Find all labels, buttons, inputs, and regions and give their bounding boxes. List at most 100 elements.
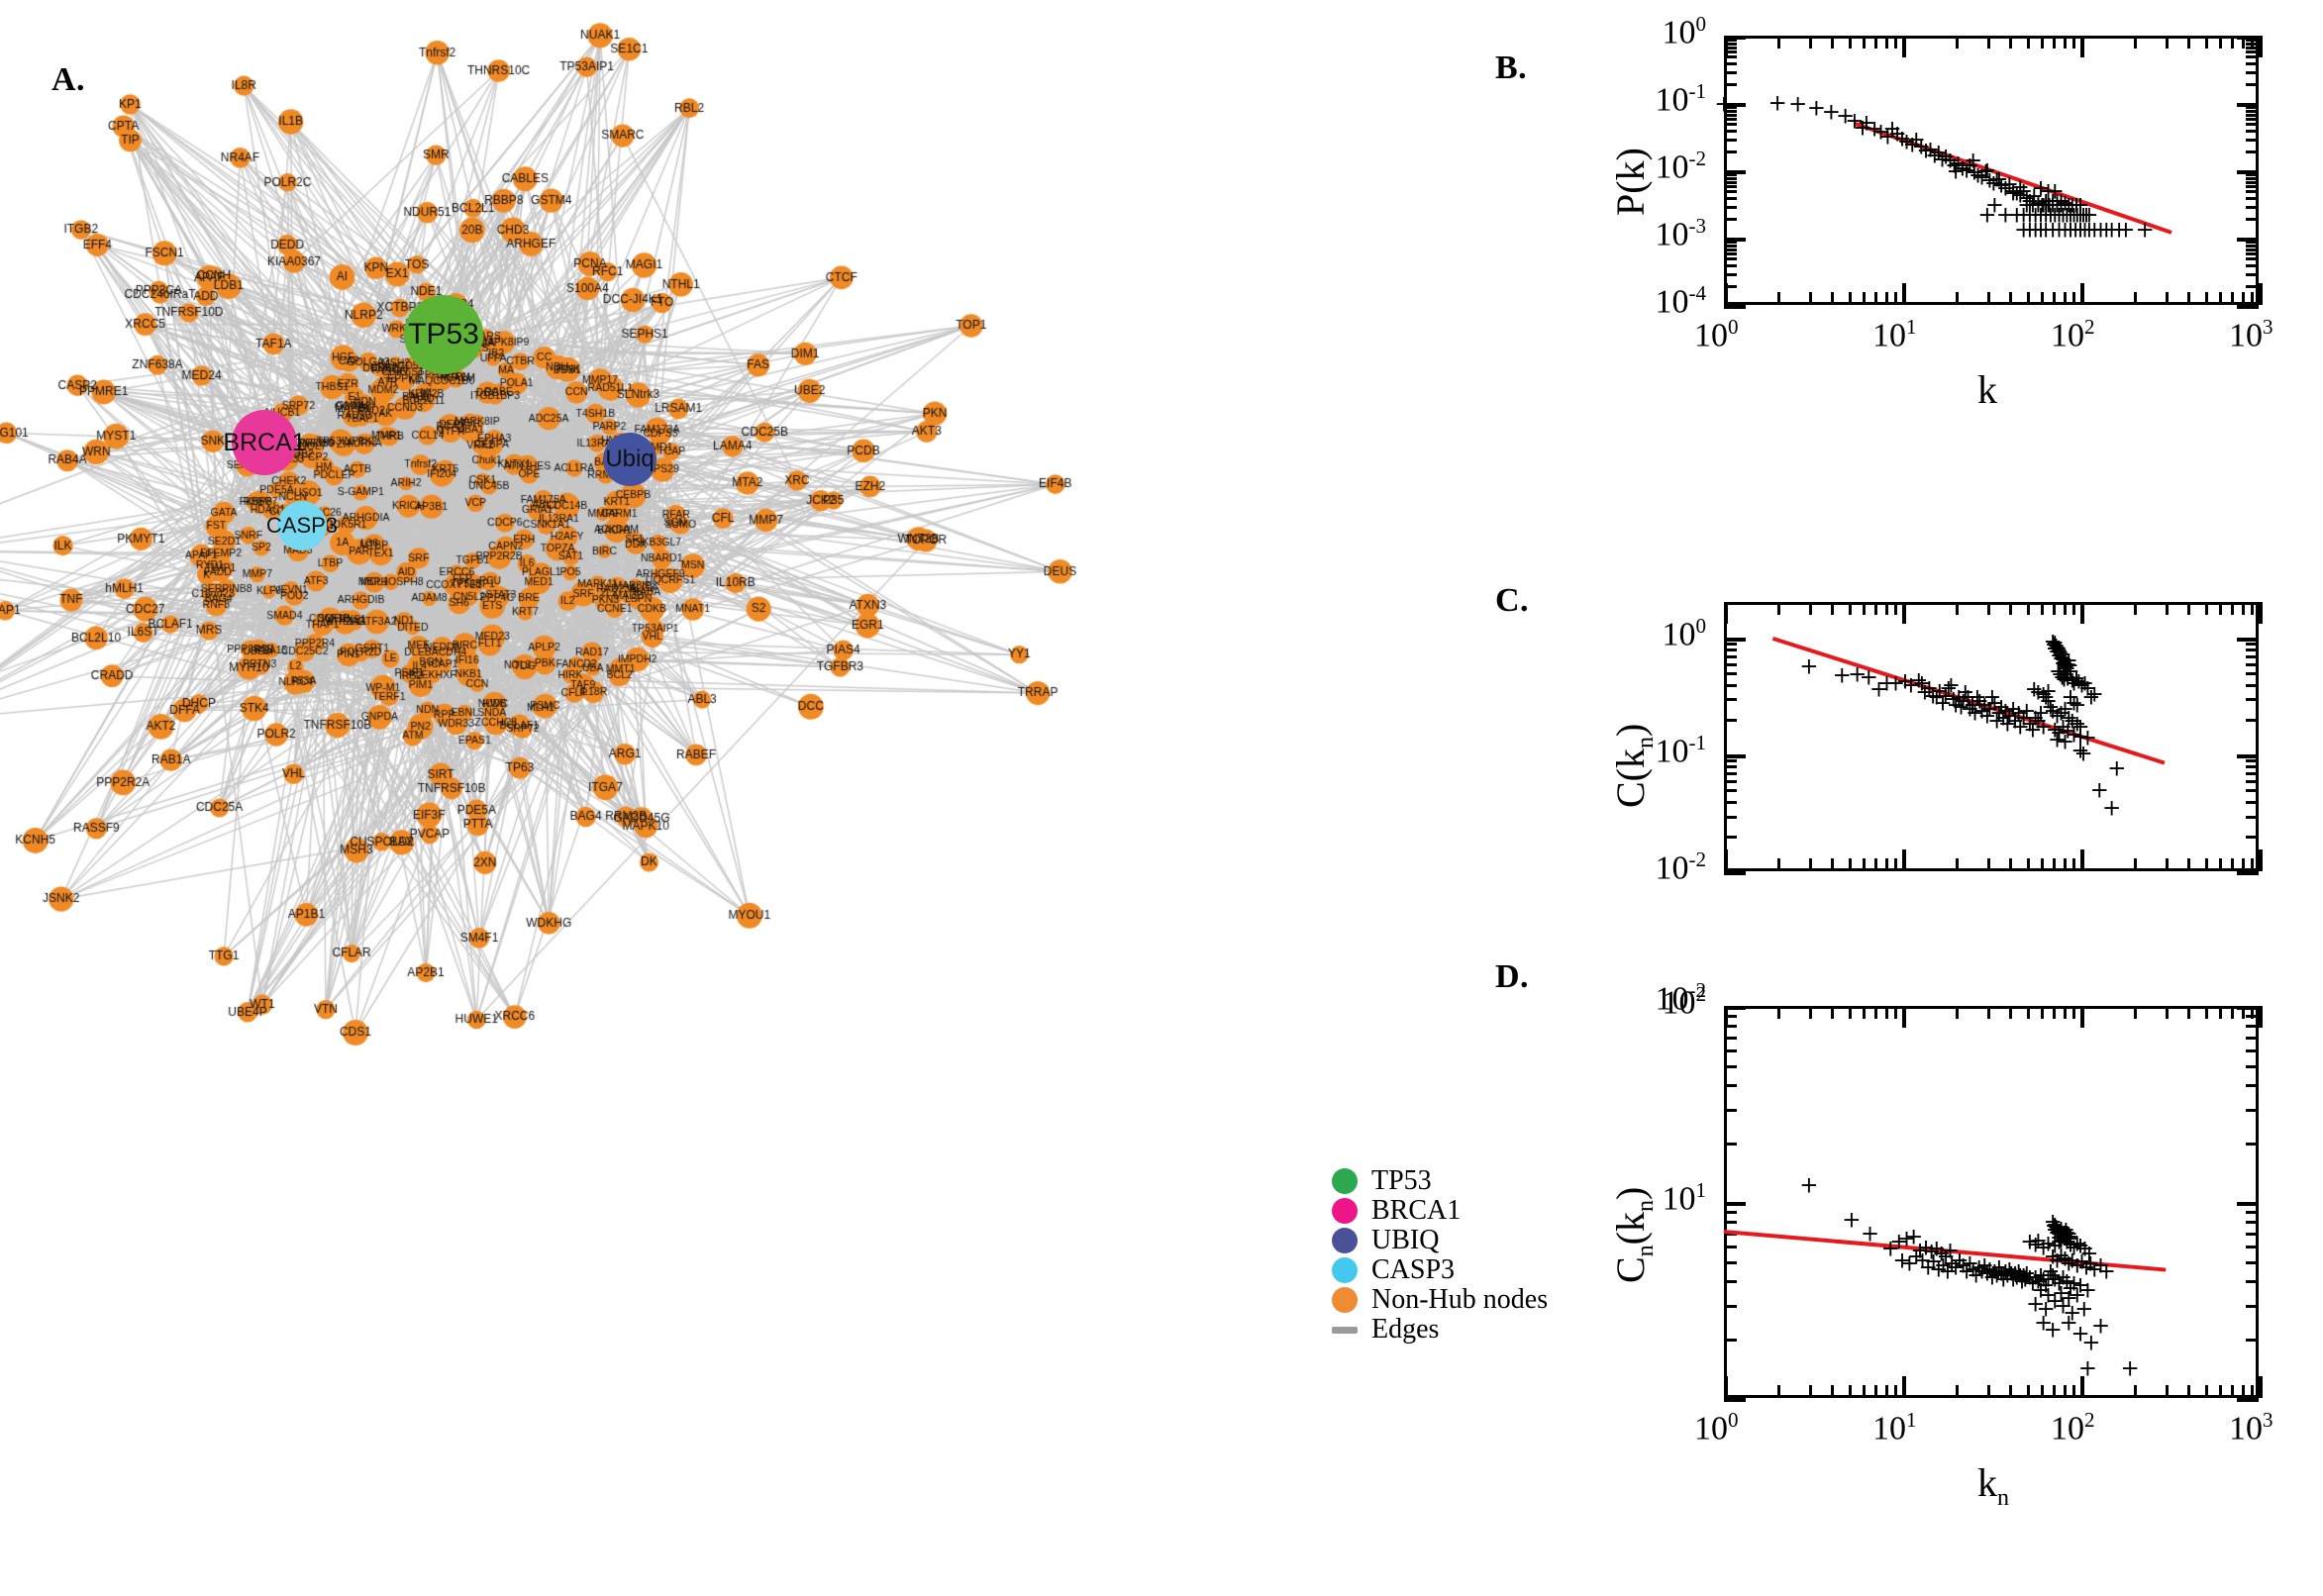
data-point: + [1979, 1256, 2000, 1283]
data-point: + [2084, 681, 2104, 708]
x-major-tick [1902, 849, 1906, 871]
data-point: + [2047, 192, 2068, 219]
data-point: + [2059, 1285, 2078, 1312]
data-point: + [2038, 688, 2059, 715]
data-point: + [1963, 1256, 1983, 1283]
x-minor-tick-top [2053, 1006, 2057, 1019]
y-minor-tick [1724, 46, 1737, 50]
x-tick-label: 100 [1694, 315, 1739, 354]
legend-dot-icon [1332, 1228, 1358, 1253]
data-point: + [1882, 116, 1902, 143]
data-point: + [1921, 1239, 1942, 1265]
data-point: + [2054, 666, 2074, 693]
data-point: + [2043, 1262, 2063, 1289]
data-point: + [2064, 690, 2084, 717]
data-point: + [2064, 1270, 2084, 1297]
data-point: + [2045, 178, 2065, 205]
x-major-tick-top [1902, 1006, 1906, 1028]
y-minor-tick-right [2246, 602, 2259, 605]
data-point: + [2084, 1256, 2104, 1283]
data-point: + [2048, 658, 2069, 685]
data-point: + [2058, 651, 2077, 678]
data-point: + [2040, 192, 2060, 219]
data-point: + [2079, 202, 2099, 229]
data-point: + [1936, 144, 1956, 170]
hub-node-brca1[interactable]: BRCA1 [223, 410, 306, 475]
y-tick-label: 10-1 [1655, 730, 1706, 770]
y-minor-tick [1724, 138, 1737, 142]
data-point: + [1991, 1260, 2011, 1287]
data-point: + [2053, 650, 2073, 677]
y-minor-tick-right [2246, 150, 2259, 153]
y-major-tick [1724, 305, 1746, 309]
network-graph-canvas[interactable] [0, 0, 1416, 1596]
y-tick-label: 10-2 [1655, 147, 1706, 186]
y-minor-tick [1724, 1245, 1737, 1248]
y-major-tick [1724, 637, 1746, 642]
y-minor-tick [1724, 82, 1737, 86]
data-point: + [1946, 692, 1966, 719]
x-minor-tick [2241, 1385, 2245, 1398]
y-minor-tick-right [2246, 759, 2259, 763]
x-major-tick-top [2259, 36, 2263, 57]
y-minor-tick-right [2246, 272, 2259, 276]
data-point: + [2045, 1233, 2065, 1259]
data-point: + [2003, 180, 2023, 207]
hub-node-ubiq[interactable]: Ubiq [603, 433, 656, 486]
data-point: + [2036, 217, 2056, 244]
data-point: + [1984, 192, 2004, 219]
x-axis-title: k [1977, 367, 1997, 412]
data-point: + [1920, 137, 1941, 163]
y-major-tick [1724, 871, 1746, 875]
data-point: + [2049, 217, 2070, 244]
data-point: + [1880, 1236, 1900, 1262]
y-minor-tick [1724, 205, 1737, 209]
hub-node-tp53[interactable]: TP53 [404, 295, 483, 374]
y-minor-tick [1724, 1108, 1737, 1112]
data-point: + [1939, 675, 1959, 702]
x-minor-tick-top [2219, 36, 2223, 49]
x-minor-tick [1808, 292, 1812, 305]
y-minor-tick [1724, 765, 1737, 769]
y-minor-tick-right [2246, 642, 2259, 646]
data-point: + [2038, 1282, 2059, 1309]
data-point: + [2028, 192, 2049, 219]
data-point: + [2026, 217, 2046, 244]
data-point: + [2043, 217, 2063, 244]
x-minor-tick-top [2041, 36, 2045, 49]
x-minor-tick-top [1831, 1006, 1835, 1019]
data-point: + [1970, 688, 1989, 715]
x-minor-tick [2026, 1385, 2030, 1398]
data-point: + [1916, 138, 1936, 164]
y-minor-tick [1724, 185, 1737, 189]
x-minor-tick [1808, 1385, 1812, 1398]
data-point: + [2028, 190, 2049, 217]
x-minor-tick-top [2241, 1006, 2245, 1019]
x-minor-tick-top [1956, 1006, 1960, 1019]
data-point: + [1799, 1172, 1819, 1199]
x-minor-tick [2063, 1385, 2067, 1398]
data-point: + [2043, 192, 2063, 219]
y-minor-tick-right [2246, 1064, 2259, 1068]
x-minor-tick-top [2041, 1006, 2045, 1019]
data-point: + [1885, 670, 1906, 697]
hub-node-casp3[interactable]: CASP3 [266, 501, 338, 550]
x-minor-tick-top [2241, 602, 2245, 615]
data-point: + [2076, 1254, 2096, 1281]
data-point: + [1919, 675, 1940, 702]
data-point: + [2055, 729, 2075, 755]
y-minor-tick [1724, 1260, 1737, 1264]
y-minor-tick-right [2246, 82, 2259, 86]
x-minor-tick [1884, 1385, 1888, 1398]
x-minor-tick-top [2041, 602, 2045, 615]
y-minor-tick-right [2246, 39, 2259, 43]
panel-d-letter: D. [1495, 958, 1530, 995]
x-major-tick-top [1902, 36, 1906, 57]
y-minor-tick [1724, 1211, 1737, 1215]
x-minor-tick [1831, 1385, 1835, 1398]
x-minor-tick [2219, 1385, 2223, 1398]
data-point: + [2063, 1247, 2082, 1274]
x-tick-label: 100 [1694, 1408, 1739, 1447]
data-point: + [2049, 202, 2070, 229]
x-minor-tick-top [1884, 1006, 1888, 1019]
